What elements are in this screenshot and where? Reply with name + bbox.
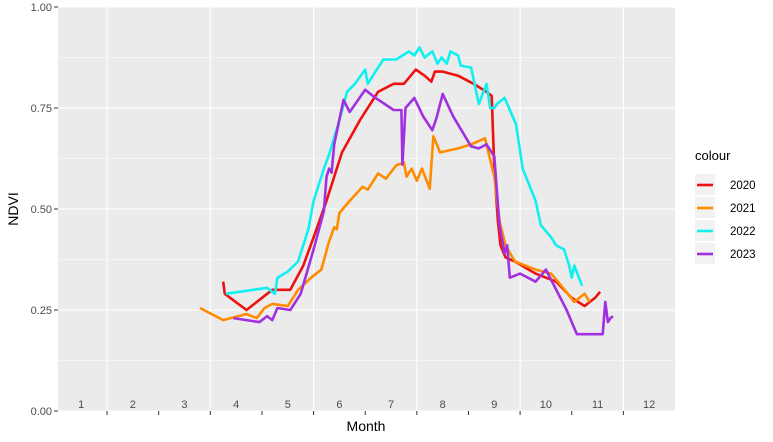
x-tick-label: 1	[78, 399, 84, 411]
series-line-2020	[221, 68, 602, 312]
y-tick-label: 0.00	[31, 406, 52, 418]
x-tick-label: 4	[233, 399, 239, 411]
legend-title: colour	[695, 148, 731, 163]
legend-label-2022: 2022	[730, 226, 756, 238]
x-tick-label: 5	[285, 399, 291, 411]
x-tick-label: 9	[491, 399, 497, 411]
x-axis-title: Month	[347, 418, 386, 434]
y-axis: 0.00 0.25 0.50 0.75 1.00	[31, 2, 58, 418]
series-line-2022	[225, 46, 584, 296]
x-tick-label: 2	[130, 399, 136, 411]
legend-label-2023: 2023	[730, 249, 756, 261]
major-gridlines	[58, 6, 675, 412]
x-tick-label: 8	[440, 399, 446, 411]
x-tick-label: 3	[181, 399, 187, 411]
legend-label-2020: 2020	[730, 180, 756, 192]
legend-items: 2020 2021 2022 2023	[695, 174, 756, 264]
x-tick-label: 11	[592, 399, 603, 411]
y-tick-label: 0.50	[31, 204, 52, 216]
y-axis-title: NDVI	[5, 192, 21, 225]
x-tick-label: 6	[336, 399, 342, 411]
minor-gridlines	[58, 57, 675, 361]
series-line-2023	[233, 88, 614, 336]
x-tick-label: 10	[540, 399, 552, 411]
legend: colour 2020 2021 2022 2023	[695, 148, 756, 264]
x-tick-label: 7	[388, 399, 394, 411]
y-tick-label: 0.25	[31, 305, 52, 317]
x-axis-ticks: 1 2 3 4 5 6 7 8 9 10 11 12	[78, 399, 655, 415]
y-tick-label: 0.75	[31, 103, 52, 115]
x-tick-label: 12	[643, 399, 655, 411]
series-lines	[199, 46, 614, 336]
y-tick-label: 1.00	[31, 2, 52, 14]
legend-label-2021: 2021	[730, 203, 756, 215]
